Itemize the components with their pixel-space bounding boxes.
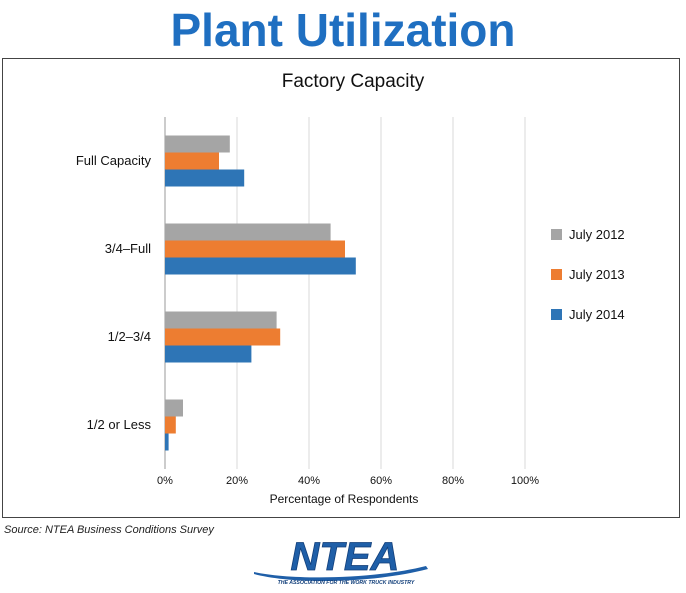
bar bbox=[165, 328, 281, 346]
x-tick-label: 40% bbox=[298, 475, 320, 487]
category-label: 1/2–3/4 bbox=[108, 329, 151, 344]
x-tick-label: 80% bbox=[442, 475, 464, 487]
ntea-logo: NTEA THE ASSOCIATION FOR THE WORK TRUCK … bbox=[250, 535, 440, 588]
logo-tagline: THE ASSOCIATION FOR THE WORK TRUCK INDUS… bbox=[278, 580, 415, 586]
source-note: Source: NTEA Business Conditions Survey bbox=[4, 524, 214, 536]
legend-swatch bbox=[551, 309, 562, 320]
bar bbox=[165, 345, 252, 363]
x-tick-label: 100% bbox=[511, 475, 539, 487]
category-label: Full Capacity bbox=[76, 153, 152, 168]
legend-label: July 2014 bbox=[569, 307, 625, 322]
legend-swatch bbox=[551, 269, 562, 280]
bar bbox=[165, 240, 345, 258]
x-axis-label: Percentage of Respondents bbox=[270, 492, 419, 506]
x-tick-label: 0% bbox=[157, 475, 173, 487]
logo-wordmark: NTEA bbox=[291, 536, 400, 579]
chart-frame: Factory Capacity Full Capacity 3/4–Full 1/… bbox=[2, 58, 680, 518]
bar bbox=[165, 169, 245, 187]
chart-title: Factory Capacity bbox=[282, 71, 425, 92]
bar bbox=[165, 152, 219, 170]
bar bbox=[165, 311, 277, 329]
bar-chart: Factory Capacity Full Capacity 3/4–Full 1/… bbox=[76, 71, 625, 506]
x-tick-label: 60% bbox=[370, 475, 392, 487]
logo-swoosh bbox=[254, 566, 428, 581]
legend-label: July 2012 bbox=[569, 227, 625, 242]
bar bbox=[165, 135, 230, 153]
x-tick-label: 20% bbox=[226, 475, 248, 487]
page-title: Plant Utilization bbox=[170, 4, 516, 56]
bar bbox=[165, 433, 169, 451]
bar bbox=[165, 399, 183, 417]
bar bbox=[165, 223, 331, 241]
legend-swatch bbox=[551, 229, 562, 240]
category-label: 1/2 or Less bbox=[87, 417, 152, 432]
bar bbox=[165, 257, 356, 275]
legend-label: July 2013 bbox=[569, 267, 625, 282]
bar bbox=[165, 416, 176, 434]
category-label: 3/4–Full bbox=[105, 241, 151, 256]
